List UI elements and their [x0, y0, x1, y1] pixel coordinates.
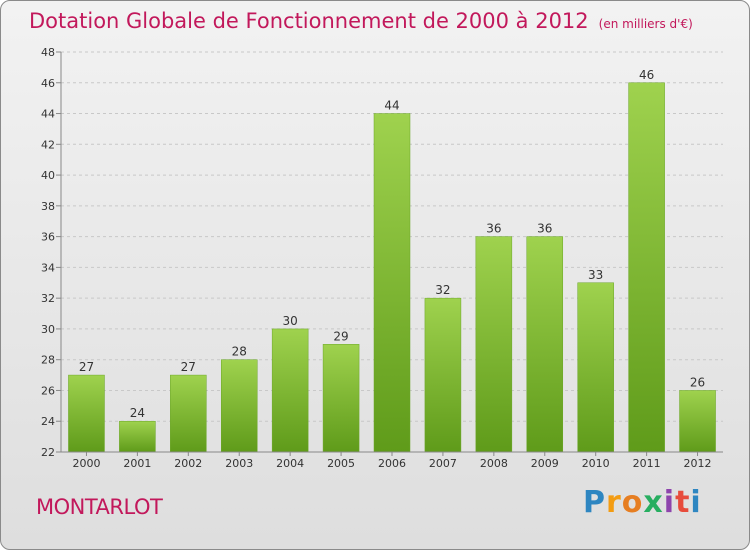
y-tick-label: 44 — [41, 108, 55, 121]
logo-letter: r — [606, 485, 622, 520]
logo-letter: i — [663, 485, 676, 520]
logo-letter: t — [675, 485, 691, 520]
bar-value-label: 27 — [181, 360, 196, 374]
x-tick-label: 2004 — [276, 457, 304, 470]
bar — [119, 420, 156, 453]
proxiti-logo: Proxiti — [583, 485, 702, 520]
y-tick-label: 46 — [41, 77, 55, 90]
x-tick-label: 2002 — [174, 457, 202, 470]
y-tick-label: 22 — [41, 446, 55, 459]
bar-value-label: 33 — [588, 268, 603, 282]
bar — [679, 390, 716, 453]
y-tick-label: 34 — [41, 261, 55, 274]
bar-value-label: 44 — [384, 99, 399, 113]
y-tick-label: 36 — [41, 231, 55, 244]
y-tick-label: 30 — [41, 323, 55, 336]
logo-letter: i — [690, 485, 702, 520]
bar — [220, 359, 258, 453]
x-tick-label: 2011 — [633, 457, 661, 470]
y-tick-label: 24 — [41, 415, 55, 428]
bar — [271, 328, 309, 453]
bar-value-label: 26 — [690, 375, 705, 389]
bar — [577, 282, 614, 453]
x-tick-label: 2000 — [72, 457, 100, 470]
bar-value-label: 30 — [283, 314, 298, 328]
bar — [373, 113, 411, 453]
bar-value-label: 28 — [232, 345, 247, 359]
bar-value-label: 29 — [333, 329, 348, 343]
bar-value-label: 36 — [537, 222, 552, 236]
x-tick-label: 2010 — [582, 457, 610, 470]
bar — [628, 82, 665, 453]
bar — [170, 374, 207, 453]
bar-chart: 27 24 27 28 30 29 44 32 36 36 33 46 26 22 24 26 28 30 32 3… — [41, 46, 723, 470]
y-tick-label: 48 — [41, 46, 55, 59]
y-tick-label: 32 — [41, 292, 55, 305]
x-tick-label: 2007 — [429, 457, 457, 470]
logo-letter: x — [643, 485, 664, 520]
y-tick-label: 26 — [41, 384, 55, 397]
x-tick-label: 2005 — [327, 457, 355, 470]
unit-label: (en milliers d'€) — [598, 17, 693, 31]
logo-letter: P — [583, 485, 606, 520]
bar-value-label: 24 — [130, 406, 145, 420]
bar — [475, 236, 513, 453]
bar — [322, 344, 360, 453]
bar — [68, 374, 105, 453]
commune-name: MONTARLOT — [36, 495, 163, 519]
bar-value-label: 27 — [79, 360, 94, 374]
x-tick-label: 2003 — [225, 457, 253, 470]
bar-value-label: 46 — [639, 68, 654, 82]
y-tick-label: 28 — [41, 354, 55, 367]
bar — [424, 297, 462, 453]
bar — [526, 236, 564, 453]
x-tick-label: 2006 — [378, 457, 406, 470]
y-tick-label: 40 — [41, 169, 55, 182]
x-tick-label: 2009 — [531, 457, 559, 470]
x-tick-label: 2008 — [480, 457, 508, 470]
y-tick-label: 38 — [41, 200, 55, 213]
bar-value-label: 32 — [435, 283, 450, 297]
x-tick-label: 2012 — [684, 457, 712, 470]
y-tick-label: 42 — [41, 138, 55, 151]
chart-title: Dotation Globale de Fonctionnement de 20… — [29, 9, 693, 33]
bar-value-label: 36 — [486, 222, 501, 236]
logo-letter: o — [621, 485, 644, 520]
x-tick-label: 2001 — [123, 457, 151, 470]
